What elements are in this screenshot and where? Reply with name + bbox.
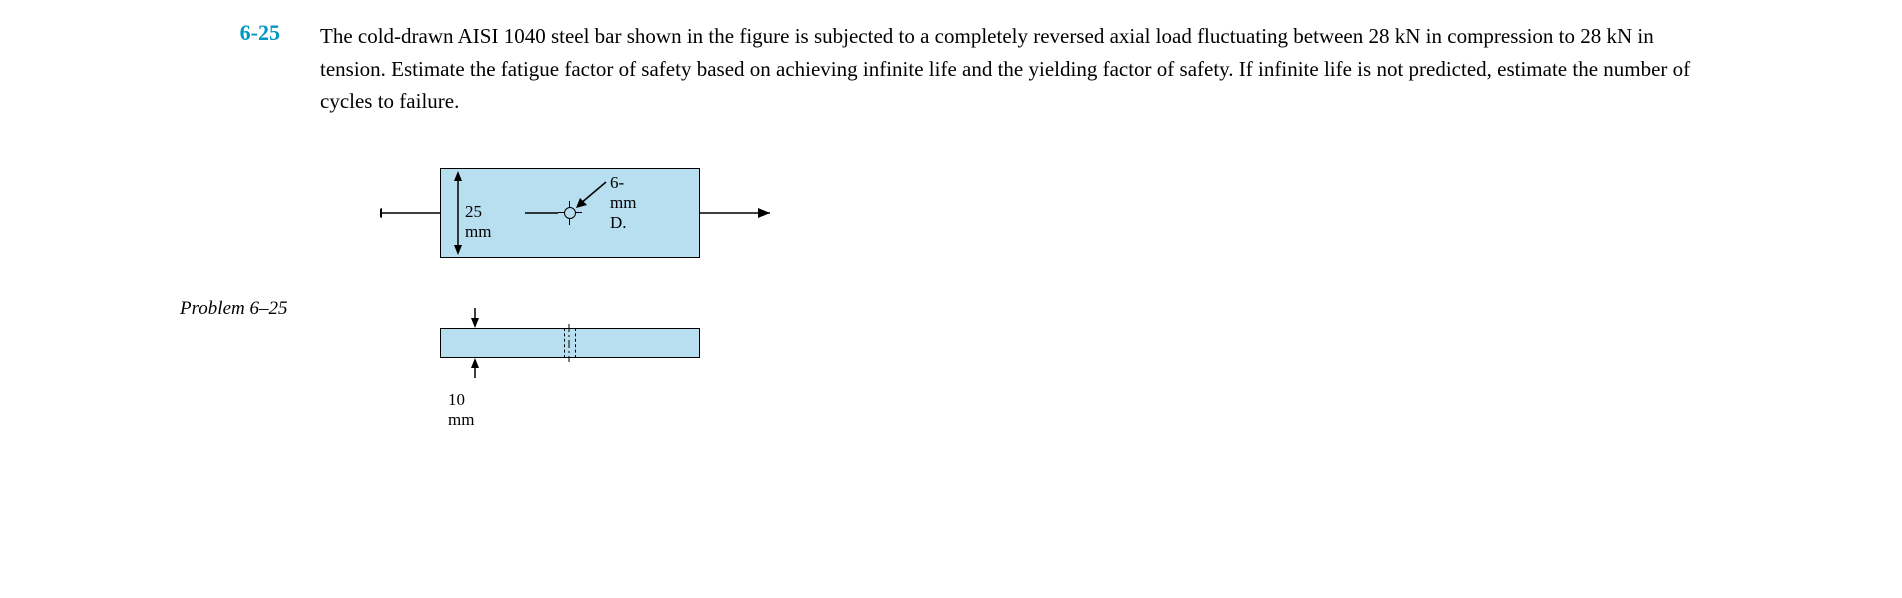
bottom-bar-side-view bbox=[440, 328, 700, 358]
problem-text: The cold-drawn AISI 1040 steel bar shown… bbox=[320, 20, 1702, 118]
hidden-line bbox=[575, 328, 576, 358]
hole-icon bbox=[564, 207, 576, 219]
figure-area: Problem 6–25 25 mm 6-mm D. 10 mm bbox=[180, 168, 980, 468]
hidden-line bbox=[564, 328, 565, 358]
dimension-hole-label: 6-mm D. bbox=[610, 173, 636, 233]
dimension-width-label: 25 mm bbox=[465, 202, 491, 242]
problem-number: 6-25 bbox=[180, 20, 320, 46]
problem-label: Problem 6–25 bbox=[180, 298, 287, 320]
dimension-thickness-label: 10 mm bbox=[448, 390, 474, 430]
